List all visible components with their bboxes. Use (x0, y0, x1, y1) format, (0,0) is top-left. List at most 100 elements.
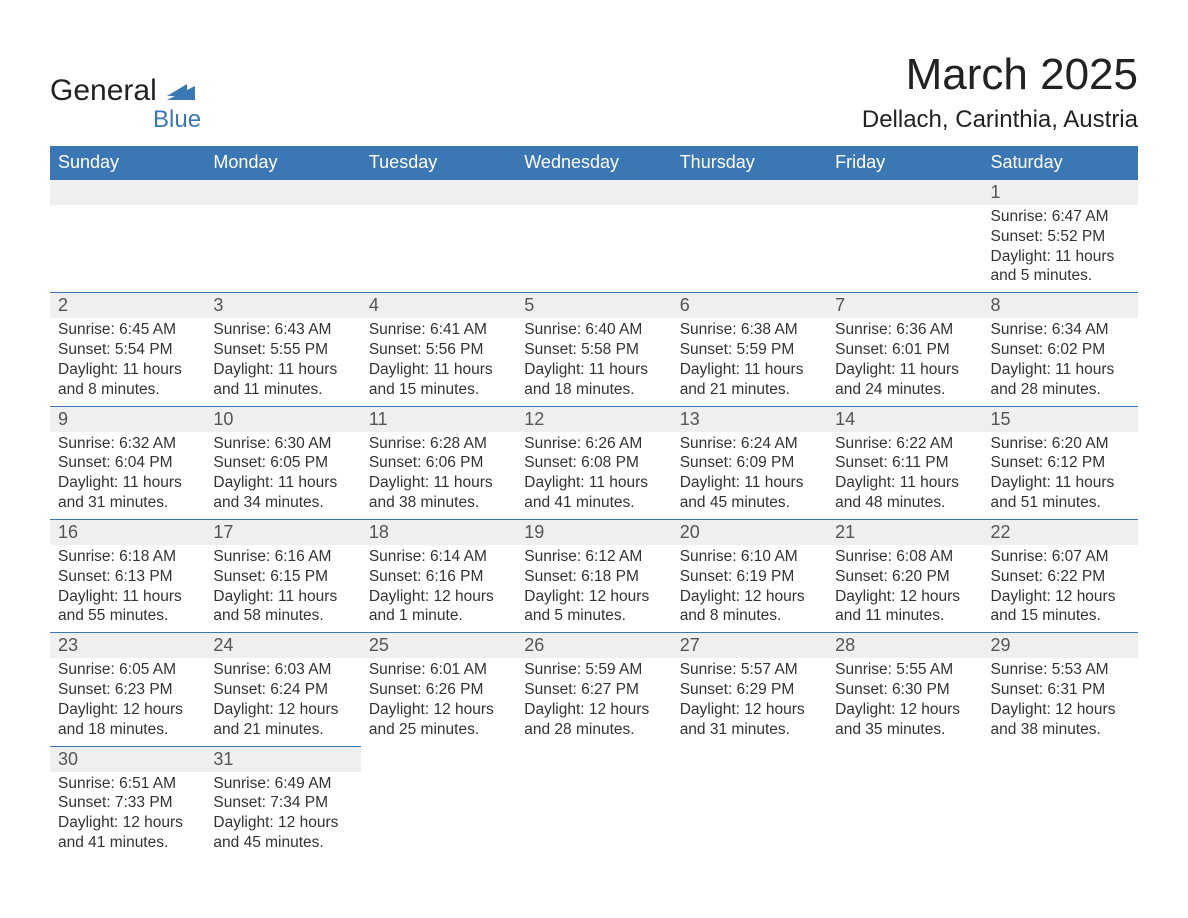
calendar-cell: 25Sunrise: 6:01 AMSunset: 6:26 PMDayligh… (361, 633, 516, 746)
daylight-text: Daylight: 11 hours and 18 minutes. (524, 360, 663, 400)
calendar-cell: 12Sunrise: 6:26 AMSunset: 6:08 PMDayligh… (516, 406, 671, 519)
day-body: Sunrise: 6:38 AMSunset: 5:59 PMDaylight:… (672, 318, 827, 405)
day-body-empty (361, 771, 516, 799)
weekday-header: Saturday (983, 146, 1138, 180)
calendar-cell: 15Sunrise: 6:20 AMSunset: 6:12 PMDayligh… (983, 406, 1138, 519)
day-number: 21 (827, 520, 982, 545)
location: Dellach, Carinthia, Austria (862, 106, 1138, 134)
daylight-text: Daylight: 11 hours and 21 minutes. (680, 360, 819, 400)
day-number: 7 (827, 293, 982, 318)
day-body: Sunrise: 6:05 AMSunset: 6:23 PMDaylight:… (50, 658, 205, 745)
sunrise-text: Sunrise: 6:10 AM (680, 547, 819, 567)
sunset-text: Sunset: 6:27 PM (524, 680, 663, 700)
sunrise-text: Sunrise: 6:01 AM (369, 660, 508, 680)
calendar-cell: 18Sunrise: 6:14 AMSunset: 6:16 PMDayligh… (361, 519, 516, 632)
sunrise-text: Sunrise: 6:28 AM (369, 434, 508, 454)
calendar-cell: 6Sunrise: 6:38 AMSunset: 5:59 PMDaylight… (672, 293, 827, 406)
daylight-text: Daylight: 11 hours and 48 minutes. (835, 473, 974, 513)
daylight-text: Daylight: 12 hours and 8 minutes. (680, 587, 819, 627)
day-body-empty (827, 205, 982, 233)
day-body: Sunrise: 6:26 AMSunset: 6:08 PMDaylight:… (516, 432, 671, 519)
sunrise-text: Sunrise: 6:14 AM (369, 547, 508, 567)
day-number-empty (983, 746, 1138, 771)
day-number: 25 (361, 633, 516, 658)
day-body: Sunrise: 6:34 AMSunset: 6:02 PMDaylight:… (983, 318, 1138, 405)
sunrise-text: Sunrise: 6:45 AM (58, 320, 197, 340)
day-number: 15 (983, 407, 1138, 432)
calendar-cell (50, 180, 205, 293)
calendar-cell (827, 180, 982, 293)
day-number: 13 (672, 407, 827, 432)
day-body: Sunrise: 6:20 AMSunset: 6:12 PMDaylight:… (983, 432, 1138, 519)
calendar-cell: 26Sunrise: 5:59 AMSunset: 6:27 PMDayligh… (516, 633, 671, 746)
day-body: Sunrise: 5:59 AMSunset: 6:27 PMDaylight:… (516, 658, 671, 745)
daylight-text: Daylight: 11 hours and 45 minutes. (680, 473, 819, 513)
sunrise-text: Sunrise: 6:41 AM (369, 320, 508, 340)
day-number: 26 (516, 633, 671, 658)
day-body-empty (361, 205, 516, 233)
day-body-empty (672, 771, 827, 799)
calendar-cell: 19Sunrise: 6:12 AMSunset: 6:18 PMDayligh… (516, 519, 671, 632)
sunset-text: Sunset: 6:20 PM (835, 567, 974, 587)
logo-sub-text: Blue (153, 106, 201, 134)
calendar-cell (516, 180, 671, 293)
day-number: 5 (516, 293, 671, 318)
sunrise-text: Sunrise: 6:43 AM (213, 320, 352, 340)
calendar-cell: 28Sunrise: 5:55 AMSunset: 6:30 PMDayligh… (827, 633, 982, 746)
day-number-empty (516, 746, 671, 771)
day-body: Sunrise: 6:45 AMSunset: 5:54 PMDaylight:… (50, 318, 205, 405)
day-body: Sunrise: 6:49 AMSunset: 7:34 PMDaylight:… (205, 772, 360, 859)
sunset-text: Sunset: 5:58 PM (524, 340, 663, 360)
day-number: 27 (672, 633, 827, 658)
daylight-text: Daylight: 11 hours and 11 minutes. (213, 360, 352, 400)
sunset-text: Sunset: 6:08 PM (524, 453, 663, 473)
day-number: 19 (516, 520, 671, 545)
sunrise-text: Sunrise: 6:12 AM (524, 547, 663, 567)
weekday-row: SundayMondayTuesdayWednesdayThursdayFrid… (50, 146, 1138, 180)
day-body-empty (516, 205, 671, 233)
daylight-text: Daylight: 11 hours and 24 minutes. (835, 360, 974, 400)
sunset-text: Sunset: 6:05 PM (213, 453, 352, 473)
sunrise-text: Sunrise: 5:53 AM (991, 660, 1130, 680)
day-number: 2 (50, 293, 205, 318)
calendar-cell: 21Sunrise: 6:08 AMSunset: 6:20 PMDayligh… (827, 519, 982, 632)
sunrise-text: Sunrise: 6:24 AM (680, 434, 819, 454)
day-number: 9 (50, 407, 205, 432)
calendar-week: 1Sunrise: 6:47 AMSunset: 5:52 PMDaylight… (50, 180, 1138, 293)
day-body-empty (205, 205, 360, 233)
daylight-text: Daylight: 12 hours and 45 minutes. (213, 813, 352, 853)
day-body: Sunrise: 6:28 AMSunset: 6:06 PMDaylight:… (361, 432, 516, 519)
sunrise-text: Sunrise: 6:40 AM (524, 320, 663, 340)
day-number: 22 (983, 520, 1138, 545)
day-body: Sunrise: 5:53 AMSunset: 6:31 PMDaylight:… (983, 658, 1138, 745)
calendar-cell: 20Sunrise: 6:10 AMSunset: 6:19 PMDayligh… (672, 519, 827, 632)
logo-main-text: General (50, 74, 157, 107)
daylight-text: Daylight: 11 hours and 28 minutes. (991, 360, 1130, 400)
calendar-cell: 5Sunrise: 6:40 AMSunset: 5:58 PMDaylight… (516, 293, 671, 406)
sunset-text: Sunset: 6:16 PM (369, 567, 508, 587)
sunset-text: Sunset: 6:29 PM (680, 680, 819, 700)
day-number: 30 (50, 747, 205, 772)
daylight-text: Daylight: 11 hours and 15 minutes. (369, 360, 508, 400)
calendar-cell (672, 180, 827, 293)
day-number: 14 (827, 407, 982, 432)
calendar-cell: 13Sunrise: 6:24 AMSunset: 6:09 PMDayligh… (672, 406, 827, 519)
calendar-cell: 29Sunrise: 5:53 AMSunset: 6:31 PMDayligh… (983, 633, 1138, 746)
day-number-empty (361, 180, 516, 205)
header: General Blue March 2025 Dellach, Carinth… (50, 50, 1138, 134)
sunrise-text: Sunrise: 6:08 AM (835, 547, 974, 567)
daylight-text: Daylight: 12 hours and 31 minutes. (680, 700, 819, 740)
day-number: 6 (672, 293, 827, 318)
day-number-empty (516, 180, 671, 205)
calendar-cell: 31Sunrise: 6:49 AMSunset: 7:34 PMDayligh… (205, 746, 360, 859)
calendar-cell: 8Sunrise: 6:34 AMSunset: 6:02 PMDaylight… (983, 293, 1138, 406)
day-number-empty (827, 746, 982, 771)
sunset-text: Sunset: 5:59 PM (680, 340, 819, 360)
sunset-text: Sunset: 6:19 PM (680, 567, 819, 587)
day-number: 4 (361, 293, 516, 318)
day-body-empty (50, 205, 205, 233)
sunrise-text: Sunrise: 6:20 AM (991, 434, 1130, 454)
daylight-text: Daylight: 12 hours and 1 minute. (369, 587, 508, 627)
day-number: 31 (205, 747, 360, 772)
calendar-cell: 23Sunrise: 6:05 AMSunset: 6:23 PMDayligh… (50, 633, 205, 746)
